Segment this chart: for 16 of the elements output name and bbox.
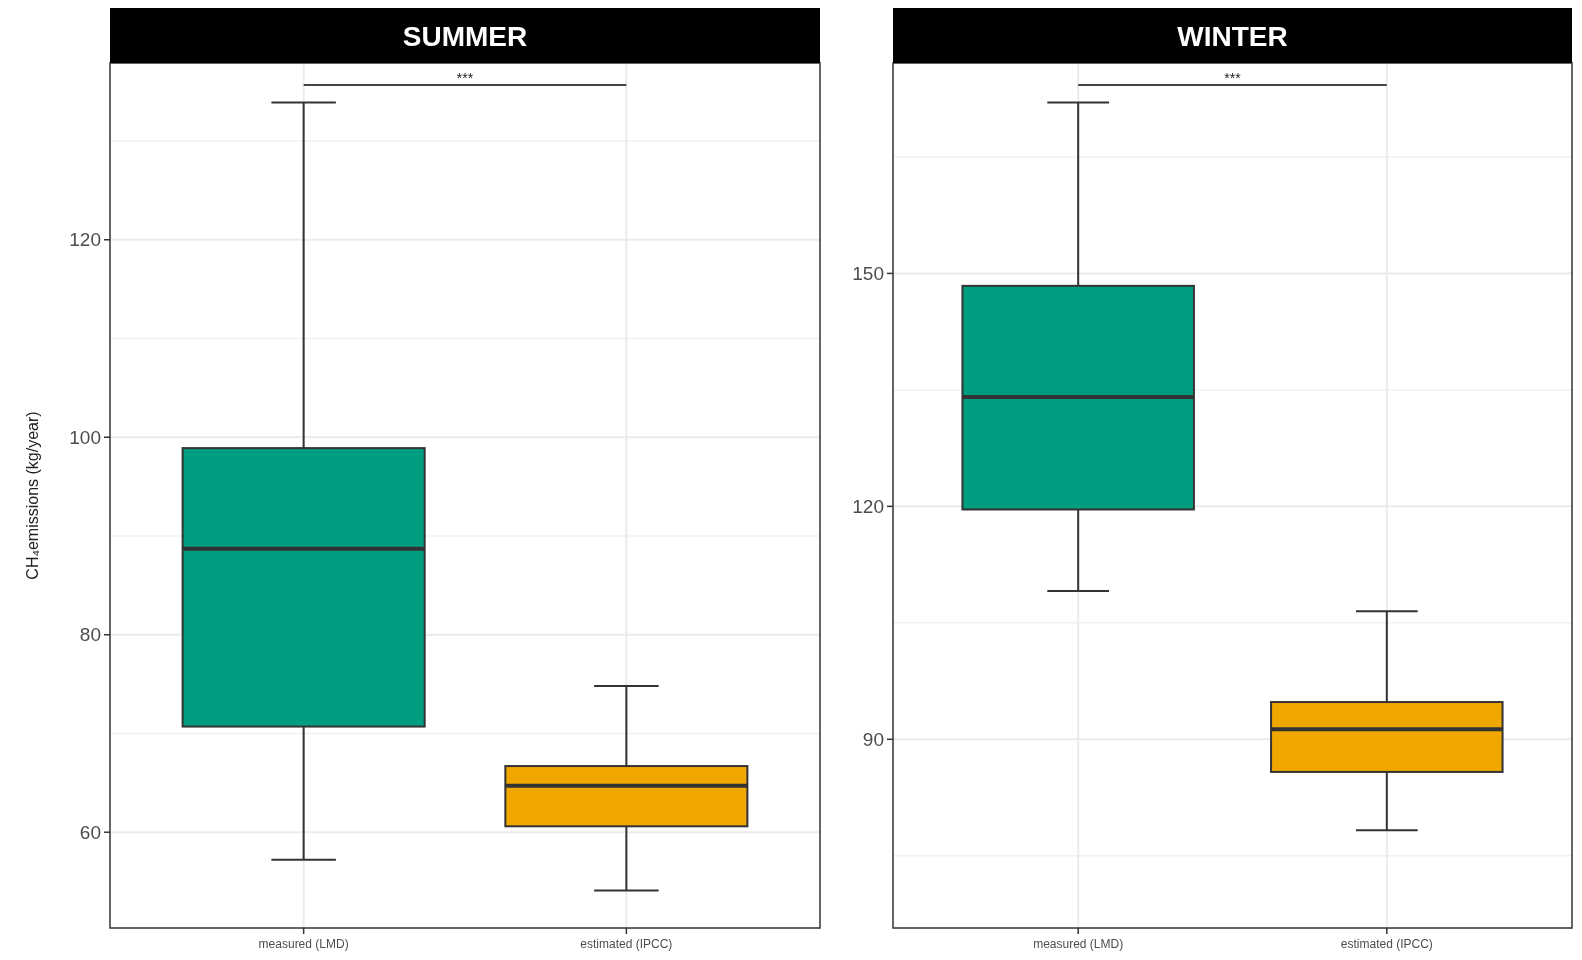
chart-title: SUMMER <box>402 20 528 52</box>
x-tick-label: measured (LMD) <box>258 937 349 951</box>
annotation: *** <box>1224 70 1242 86</box>
y-tick-label: 120 <box>69 229 101 251</box>
y-tick-label: 120 <box>852 496 884 518</box>
y-tick-label: 100 <box>69 426 101 448</box>
y-tick-label: 80 <box>79 624 101 646</box>
annotation: *** <box>456 70 474 86</box>
y-tick-label: 90 <box>862 728 884 750</box>
x-tick-label: measured (LMD) <box>1033 937 1124 951</box>
y-axis-title: CH₄emissions (kg/year) <box>24 411 41 580</box>
chart-title: WINTER <box>1177 20 1288 52</box>
y-tick-label: 60 <box>79 821 101 843</box>
x-tick-label: estimated (IPCC) <box>580 937 673 951</box>
y-tick-label: 150 <box>852 263 884 285</box>
x-tick-label: estimated (IPCC) <box>1340 937 1433 951</box>
